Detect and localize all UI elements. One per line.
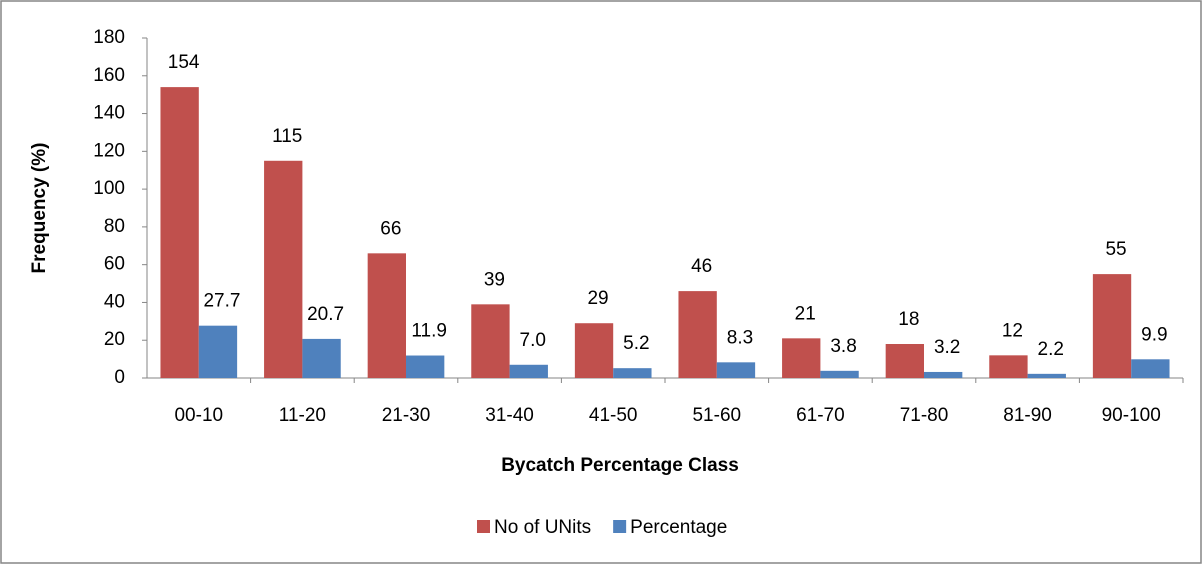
bar (885, 344, 924, 378)
data-label: 7.0 (520, 330, 546, 351)
data-label: 8.3 (727, 327, 753, 348)
y-axis-label: Frequency (%) (29, 143, 50, 274)
bar (574, 323, 614, 378)
x-tick-label: 71-80 (900, 405, 949, 426)
bar (302, 338, 341, 378)
y-tick-label: 20 (104, 329, 125, 350)
data-label: 5.2 (623, 333, 649, 354)
bar (471, 304, 510, 378)
bar (989, 355, 1028, 378)
y-tick-label: 0 (114, 367, 125, 388)
data-label: 154 (168, 52, 200, 73)
data-label: 29 (587, 288, 608, 309)
data-label: 21 (795, 303, 816, 324)
bar (924, 371, 963, 378)
data-label: 27.7 (203, 291, 240, 312)
bar (406, 355, 445, 378)
bar (613, 368, 652, 378)
y-tick-label: 120 (93, 140, 125, 161)
data-label: 55 (1105, 239, 1126, 260)
y-tick-label: 180 (93, 27, 125, 48)
x-tick-label: 11-20 (279, 405, 326, 426)
y-tick-label: 160 (93, 65, 125, 86)
y-tick-label: 80 (104, 216, 125, 237)
x-tick-label: 41-50 (589, 405, 638, 426)
data-label: 3.8 (830, 336, 856, 357)
data-label: 66 (380, 218, 401, 239)
legend-label: Percentage (630, 517, 727, 538)
x-tick-label: 51-60 (692, 405, 741, 426)
data-label: 46 (691, 256, 712, 277)
data-label: 39 (484, 269, 505, 290)
data-label: 115 (272, 126, 302, 147)
data-label: 11.9 (411, 321, 447, 342)
x-tick-label: 90-100 (1102, 405, 1161, 426)
bar (160, 87, 199, 378)
x-tick-label: 61-70 (796, 405, 845, 426)
y-tick-label: 100 (93, 178, 125, 199)
x-tick-label: 21-30 (382, 405, 431, 426)
bar (264, 160, 303, 378)
data-label: 2.2 (1038, 339, 1064, 360)
bar (1092, 274, 1132, 378)
x-tick-label: 81-90 (1003, 405, 1052, 426)
bar (509, 364, 548, 378)
x-tick-label: 00-10 (174, 405, 223, 426)
bar (678, 291, 717, 378)
data-label: 20.7 (307, 304, 344, 325)
bar (716, 362, 756, 378)
y-tick-label: 60 (104, 254, 125, 275)
data-label: 9.9 (1141, 324, 1167, 345)
bar (198, 325, 238, 378)
data-label: 18 (898, 309, 919, 330)
bar (1027, 373, 1066, 378)
bar (367, 253, 406, 378)
y-tick-label: 40 (104, 291, 125, 312)
bar (782, 338, 821, 378)
bar (820, 370, 859, 378)
data-label: 12 (1002, 320, 1023, 341)
data-label: 3.2 (934, 337, 960, 358)
legend-swatch (613, 520, 627, 533)
x-axis-label: Bycatch Percentage Class (501, 455, 739, 476)
y-tick-label: 140 (93, 103, 125, 124)
legend-swatch (477, 520, 490, 533)
x-tick-label: 31-40 (485, 405, 534, 426)
bar (1131, 359, 1170, 378)
legend-label: No of UNits (494, 517, 591, 538)
